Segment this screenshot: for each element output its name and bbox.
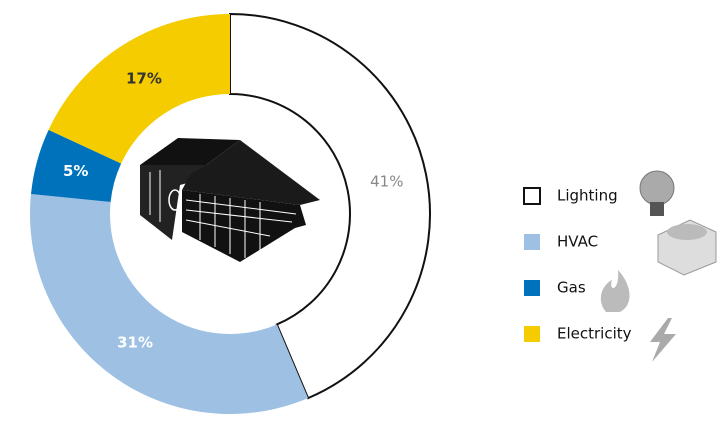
legend-label: HVAC (557, 233, 598, 251)
donut-slice (30, 193, 309, 414)
lighting-icon (639, 170, 675, 216)
hvac-icon (657, 219, 717, 276)
legend-swatch (524, 326, 540, 342)
building-icon (140, 138, 320, 262)
electricity-icon (650, 318, 676, 362)
legend-label: Lighting (557, 187, 618, 205)
legend-swatch (523, 187, 541, 205)
legend-swatch (524, 280, 540, 296)
value-label: 5% (63, 162, 88, 180)
legend-label: Gas (557, 279, 586, 297)
value-label: 17% (126, 70, 162, 88)
donut-slice (31, 129, 122, 202)
legend-swatch (524, 234, 540, 250)
donut-slice (229, 12, 431, 400)
value-label: 41% (370, 173, 403, 191)
legend-label: Electricity (557, 325, 632, 343)
donut-slice (48, 14, 230, 164)
gas-icon (600, 270, 630, 312)
value-label: 31% (117, 333, 153, 351)
